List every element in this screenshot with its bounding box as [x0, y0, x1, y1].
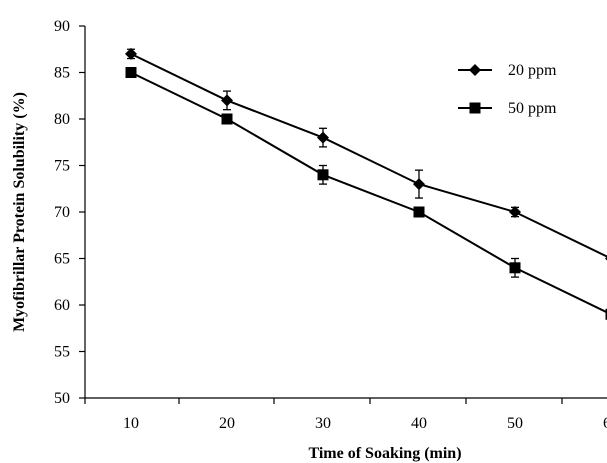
data-point	[317, 131, 329, 144]
data-point	[413, 206, 425, 218]
y-tick-label: 75	[54, 158, 70, 175]
y-tick-label: 70	[54, 204, 70, 221]
y-tick-label: 50	[54, 390, 70, 407]
x-axis-title: Time of Soaking (min)	[308, 445, 461, 462]
y-axis-title: Myofibrillar Protein Solubility (%)	[11, 92, 28, 332]
y-tick-label: 55	[54, 344, 70, 361]
y-tick-label: 90	[54, 18, 70, 35]
data-point	[125, 67, 137, 78]
x-tick-label: 40	[411, 415, 427, 432]
x-tick-label: 30	[315, 415, 331, 432]
x-axis: 10 20 30 40 50 60	[84, 397, 607, 432]
legend-label: 20 ppm	[508, 62, 557, 79]
data-point	[221, 94, 233, 107]
legend-item: 20 ppm	[458, 62, 557, 79]
x-tick-label: 10	[123, 415, 139, 432]
y-axis: 50 55 60 65 70 75 80 85 90	[54, 18, 86, 407]
data-point	[317, 169, 329, 181]
legend-item: 50 ppm	[458, 100, 557, 117]
series-1	[125, 47, 607, 261]
series-line	[130, 53, 607, 258]
data-point	[125, 47, 137, 60]
y-tick-label: 85	[54, 65, 70, 82]
legend-marker	[469, 102, 481, 114]
legend-label: 50 ppm	[508, 100, 557, 117]
data-point	[605, 308, 607, 320]
data-point	[413, 178, 425, 191]
legend: 20 ppm 50 ppm	[458, 62, 557, 117]
x-tick-label: 50	[507, 415, 523, 432]
legend-marker	[469, 64, 481, 76]
series-line	[130, 71, 607, 314]
y-tick-label: 60	[54, 297, 70, 314]
data-point	[221, 113, 233, 125]
series-layer	[125, 47, 607, 320]
x-tick-label: 20	[219, 415, 235, 432]
y-tick-label: 80	[54, 111, 70, 128]
series-2	[125, 67, 607, 320]
data-point	[509, 206, 521, 218]
x-tick-label: 60	[603, 415, 607, 432]
y-tick-label: 65	[54, 251, 70, 268]
data-point	[509, 262, 521, 274]
